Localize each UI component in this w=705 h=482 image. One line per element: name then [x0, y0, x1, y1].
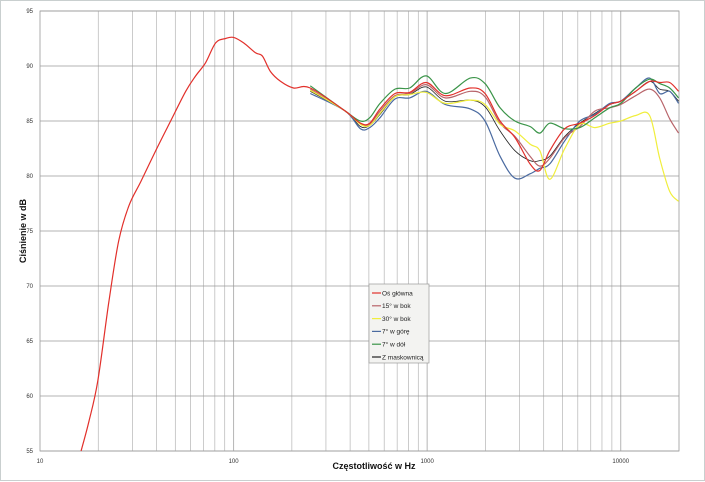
x-tick-labels: 10 100 1000 10000 [37, 459, 630, 465]
series-line-4 [309, 75, 680, 134]
legend-box [368, 283, 430, 364]
y-axis-label: Ciśnienie w dB [18, 198, 28, 263]
legend-entry: 7° w dół [382, 341, 406, 349]
y-tick-label: 60 [26, 394, 33, 400]
series-line-3 [310, 77, 680, 180]
y-tick-label: 95 [26, 9, 33, 15]
y-tick-labels: 55 60 65 70 75 80 85 90 95 [26, 9, 33, 455]
y-tick-label: 75 [26, 229, 33, 235]
series-line-2 [309, 89, 680, 202]
y-tick-label: 90 [26, 64, 33, 70]
legend-entry: Oś główna [382, 290, 413, 297]
x-tick-label: 100 [229, 459, 240, 465]
y-tick-label: 55 [26, 449, 33, 455]
x-tick-label: 1000 [420, 459, 434, 465]
x-axis-label: Częstotliwość w Hz [332, 461, 416, 471]
legend-entry: 15° w bok [382, 302, 411, 310]
y-tick-label: 70 [26, 284, 33, 290]
series-line-5 [310, 81, 679, 162]
legend-entry: 30° w bok [382, 315, 411, 323]
series-lines [80, 36, 680, 452]
series-line-1 [309, 84, 680, 167]
gridlines [39, 10, 680, 452]
legend-entry: Z maskownicą [382, 354, 424, 361]
y-tick-label: 80 [26, 174, 33, 180]
series-line-0 [80, 36, 680, 452]
legend-entry: 7° w górę [382, 328, 410, 336]
x-tick-label: 10000 [612, 459, 629, 465]
y-tick-label: 65 [26, 339, 33, 345]
x-tick-label: 10 [37, 459, 44, 465]
y-tick-label: 85 [26, 119, 33, 125]
legend: Oś główna 15° w bok 30° w bok 7° w górę 7° w… [368, 283, 430, 364]
